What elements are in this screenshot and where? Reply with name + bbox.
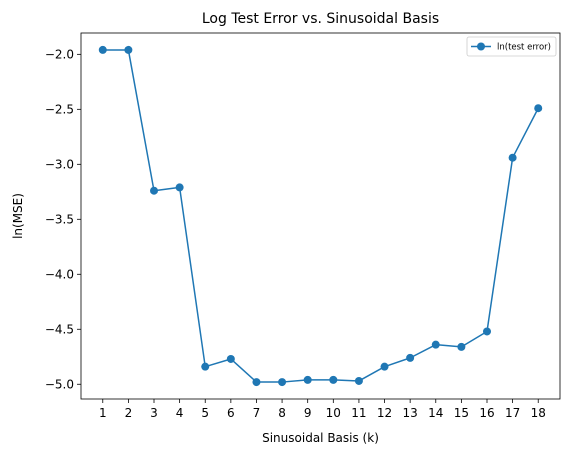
data-point [329, 375, 338, 384]
x-tick-label: 17 [505, 406, 520, 420]
data-point [508, 153, 517, 162]
chart-title: Log Test Error vs. Sinusoidal Basis [202, 11, 439, 27]
series-ln-test-error [98, 45, 543, 387]
series-line [102, 49, 539, 383]
data-point [482, 327, 491, 336]
data-point [380, 362, 389, 371]
y-axis: −2.0 −2.5 −3.0 −3.5 −4.0 −4.5 −5.0 [45, 47, 81, 391]
x-tick-label: 15 [454, 406, 469, 420]
x-tick-label: 11 [351, 406, 366, 420]
legend-marker-swatch [477, 42, 485, 51]
data-point [278, 378, 287, 387]
x-tick-label: 1 [99, 406, 107, 420]
x-tick-label: 14 [428, 406, 443, 420]
data-point [303, 375, 312, 384]
legend-box [466, 36, 557, 57]
x-tick-label: 2 [125, 406, 133, 420]
x-axis-label: Sinusoidal Basis (k) [262, 431, 379, 445]
data-point [406, 353, 415, 362]
data-point [124, 45, 133, 54]
data-point [534, 104, 543, 113]
data-point [201, 362, 210, 371]
y-tick-label: −4.5 [45, 322, 74, 336]
y-tick-label: −4.0 [45, 267, 74, 281]
data-point [98, 45, 107, 54]
y-tick-label: −3.5 [45, 212, 74, 226]
y-tick-label: −5.0 [45, 377, 74, 391]
x-tick-label: 7 [253, 406, 261, 420]
legend: ln(test error) [466, 36, 557, 57]
x-tick-label: 3 [150, 406, 158, 420]
data-point [457, 342, 466, 351]
data-point [431, 340, 440, 349]
x-axis: 1 2 3 4 5 6 7 8 9 10 11 12 13 14 15 16 17 18 [99, 399, 546, 420]
x-tick-label: 16 [479, 406, 494, 420]
data-point [226, 354, 235, 363]
x-tick-label: 9 [304, 406, 312, 420]
x-tick-label: 6 [227, 406, 235, 420]
x-tick-label: 5 [201, 406, 209, 420]
y-axis-label: ln(MSE) [11, 193, 25, 239]
y-tick-label: −3.0 [45, 157, 74, 171]
data-point [175, 183, 184, 192]
y-tick-label: −2.5 [45, 102, 74, 116]
y-tick-label: −2.0 [45, 47, 74, 61]
data-point [354, 376, 363, 385]
x-tick-label: 10 [326, 406, 341, 420]
x-tick-label: 4 [176, 406, 184, 420]
legend-entry-ln-test-error: ln(test error) [497, 43, 551, 53]
x-tick-label: 13 [403, 406, 418, 420]
data-point [252, 378, 261, 387]
x-tick-label: 18 [531, 406, 546, 420]
plot-frame [80, 32, 561, 400]
x-tick-label: 8 [278, 406, 286, 420]
data-point [150, 186, 159, 195]
x-tick-label: 12 [377, 406, 392, 420]
